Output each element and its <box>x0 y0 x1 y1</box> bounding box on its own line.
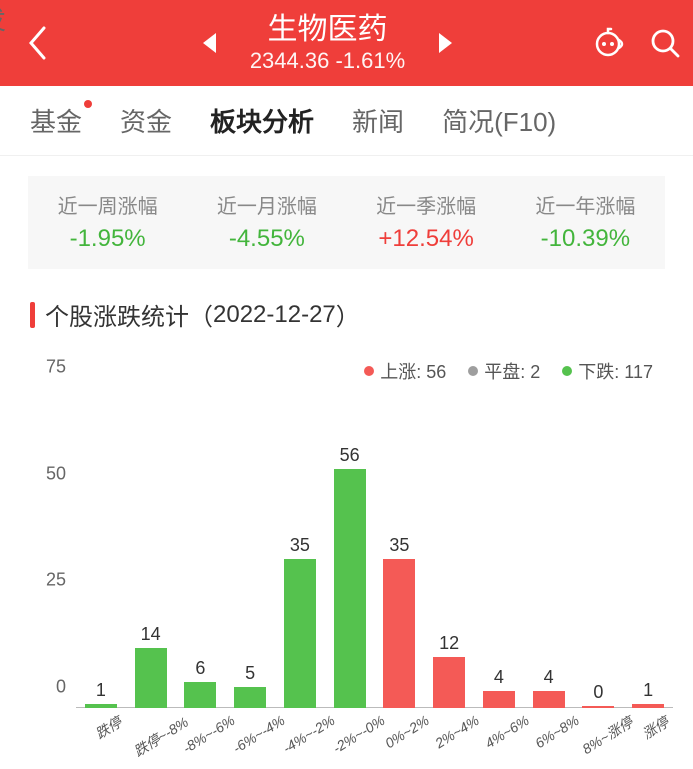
bar-slot: 56 <box>325 469 375 708</box>
bar-value-label: 12 <box>439 633 459 654</box>
tab-3[interactable]: 新闻 <box>352 102 404 139</box>
tab-edge-left[interactable]: 发 <box>0 0 6 37</box>
bar: 12 <box>433 657 465 708</box>
sector-sub: 2344.36 -1.61% <box>250 48 405 74</box>
section-title: 个股涨跌统计（2022-12-27） <box>30 297 693 332</box>
bar-value-label: 4 <box>494 667 504 688</box>
legend-up: 上涨: 56 <box>364 358 446 384</box>
bar-value-label: 1 <box>643 680 653 701</box>
legend-down: 下跌: 117 <box>562 358 653 384</box>
chart-legend: 上涨: 56 平盘: 2 下跌: 117 <box>0 332 693 388</box>
bar: 35 <box>383 559 415 708</box>
x-labels: 跌停跌停~-8%-8%~-6%-6%~-4%-4%~-2%-2%~-0%0%~2… <box>76 708 673 768</box>
period-stat-label: 近一周涨幅 <box>28 190 187 219</box>
legend-dot-flat <box>468 366 478 376</box>
legend-dot-down <box>562 366 572 376</box>
bar: 35 <box>284 559 316 708</box>
period-stat: 近一月涨幅 -4.55% <box>187 190 346 253</box>
period-stat-label: 近一月涨幅 <box>187 190 346 219</box>
period-stat: 近一年涨幅 -10.39% <box>506 190 665 253</box>
tab-4[interactable]: 简况(F10) <box>442 102 556 139</box>
tab-dot <box>84 100 92 108</box>
bar-value-label: 14 <box>141 624 161 645</box>
robot-icon[interactable] <box>593 27 627 59</box>
period-stats-row: 近一周涨幅 -1.95%近一月涨幅 -4.55%近一季涨幅 +12.54%近一年涨幅 -… <box>28 176 665 269</box>
tab-1[interactable]: 资金 <box>120 102 172 139</box>
header-title-block: 生物医药 2344.36 -1.61% <box>250 12 405 74</box>
bar-value-label: 0 <box>593 682 603 703</box>
bar-value-label: 56 <box>340 445 360 466</box>
bar-slot: 12 <box>424 657 474 708</box>
y-tick: 75 <box>46 357 66 378</box>
legend-dot-up <box>364 366 374 376</box>
bar-slot: 4 <box>524 691 574 708</box>
back-icon[interactable] <box>12 26 62 60</box>
x-label: 涨停 <box>638 712 672 744</box>
bar-value-label: 6 <box>195 658 205 679</box>
bar: 5 <box>234 687 266 708</box>
period-stat-label: 近一季涨幅 <box>347 190 506 219</box>
bar-slot: 35 <box>375 559 425 708</box>
period-stat-value: -4.55% <box>187 225 346 253</box>
y-tick: 0 <box>56 677 66 698</box>
next-sector-icon[interactable] <box>437 32 455 54</box>
sector-title: 生物医药 <box>250 12 405 48</box>
period-stat-value: +12.54% <box>347 225 506 253</box>
bar: 4 <box>483 691 515 708</box>
bar-value-label: 35 <box>389 535 409 556</box>
period-stat-value: -1.95% <box>28 225 187 253</box>
legend-flat: 平盘: 2 <box>468 358 540 384</box>
bar-value-label: 1 <box>96 680 106 701</box>
bar-slot: 4 <box>474 691 524 708</box>
bar-slot: 6 <box>176 682 226 708</box>
bars-container: 11465355635124401 <box>76 388 673 708</box>
prev-sector-icon[interactable] <box>200 32 218 54</box>
bar: 4 <box>533 691 565 708</box>
x-label: 跌停 <box>91 712 125 744</box>
bar-slot: 35 <box>275 559 325 708</box>
period-stat-label: 近一年涨幅 <box>506 190 665 219</box>
y-axis: 0255075 <box>30 388 76 708</box>
bar-slot: 14 <box>126 648 176 708</box>
period-stat-value: -10.39% <box>506 225 665 253</box>
tab-2[interactable]: 板块分析 <box>210 102 314 139</box>
bar: 14 <box>135 648 167 708</box>
bar-slot: 5 <box>225 687 275 708</box>
y-tick: 25 <box>46 570 66 591</box>
search-icon[interactable] <box>649 27 681 59</box>
bar-value-label: 35 <box>290 535 310 556</box>
y-tick: 50 <box>46 463 66 484</box>
tabs-bar: 发 基金资金板块分析新闻简况(F10) <box>0 86 693 156</box>
period-stat: 近一季涨幅 +12.54% <box>347 190 506 253</box>
bar: 56 <box>334 469 366 708</box>
tab-0[interactable]: 基金 <box>30 102 82 139</box>
bar-value-label: 4 <box>544 667 554 688</box>
bar: 6 <box>184 682 216 708</box>
bar-chart: 0255075 11465355635124401 跌停跌停~-8%-8%~-6… <box>30 388 673 768</box>
app-header: 生物医药 2344.36 -1.61% <box>0 0 693 86</box>
period-stat: 近一周涨幅 -1.95% <box>28 190 187 253</box>
bar-value-label: 5 <box>245 663 255 684</box>
